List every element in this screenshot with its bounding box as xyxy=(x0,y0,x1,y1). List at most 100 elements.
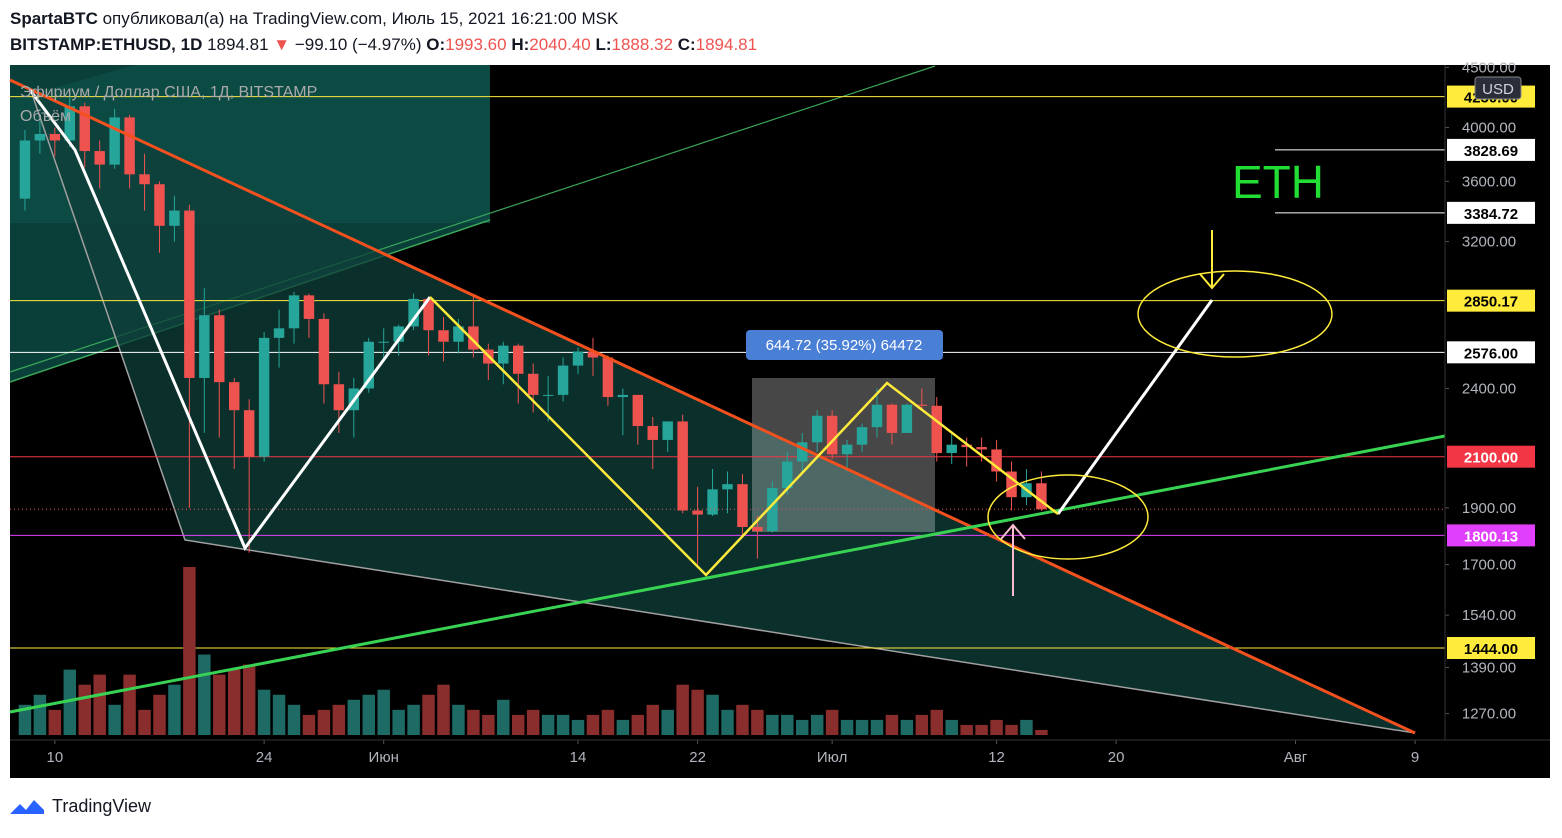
volume-bar xyxy=(497,699,510,735)
brand-logo xyxy=(10,800,44,814)
volume-bar xyxy=(691,689,704,735)
candle-body xyxy=(991,449,1002,472)
candle-body xyxy=(871,404,883,428)
candle-body xyxy=(109,117,120,165)
candle-body xyxy=(468,326,479,350)
published: опубликовал(а) на TradingView.com, Июль … xyxy=(103,9,619,28)
candle-body xyxy=(124,117,135,175)
volume-bar xyxy=(422,694,435,735)
volume-bar xyxy=(975,724,988,735)
y-tick-label: 2400.00 xyxy=(1462,380,1516,397)
currency: USD xyxy=(1482,81,1514,98)
level-label-bg xyxy=(1447,524,1535,547)
candle-body xyxy=(572,351,584,366)
volume-bar xyxy=(885,714,899,735)
volume-bar xyxy=(960,724,973,735)
volume-bar xyxy=(616,719,630,735)
l-label: L: xyxy=(595,35,611,54)
volume-bar xyxy=(48,709,62,735)
l: 1888.32 xyxy=(612,35,673,54)
candle-body xyxy=(647,426,658,440)
volume-bar xyxy=(407,704,420,735)
candle-body xyxy=(288,295,300,329)
x-tick-label: 24 xyxy=(256,749,273,766)
volume-bar xyxy=(482,714,495,735)
volume-bar xyxy=(467,709,480,735)
level-label: 1444.00 xyxy=(1464,641,1518,658)
candle-body xyxy=(797,442,808,462)
currency-bg xyxy=(1474,76,1522,100)
candle-body xyxy=(707,489,718,515)
symbol: BITSTAMP:ETHUSD, 1D xyxy=(10,35,202,54)
level-label-bg xyxy=(1447,138,1535,161)
volume-bar xyxy=(631,714,645,735)
y-tick-label: 3600.00 xyxy=(1462,173,1516,190)
candle-body xyxy=(378,341,389,343)
x-tick-label: 9 xyxy=(1411,749,1419,766)
support-ellipse xyxy=(987,474,1149,560)
candle-body xyxy=(527,373,539,395)
volume-bar xyxy=(706,694,719,735)
volume-bar xyxy=(601,709,615,735)
price: 1894.81 xyxy=(207,35,268,54)
level-label: 3384.72 xyxy=(1464,206,1518,223)
volume-bar xyxy=(108,704,121,735)
x-tick-label: 22 xyxy=(689,749,706,766)
candle-body xyxy=(228,382,240,411)
o-label: O: xyxy=(426,35,445,54)
volume-bar xyxy=(900,719,914,735)
volume-bar xyxy=(676,684,689,735)
candle-body xyxy=(393,326,404,342)
volume-bar xyxy=(796,719,809,735)
candle-body xyxy=(722,484,733,490)
volume-bar xyxy=(302,714,316,735)
candle-body xyxy=(737,484,748,527)
arrow: ▼ xyxy=(273,35,290,54)
h: 2040.40 xyxy=(529,35,590,54)
candle-body xyxy=(767,488,778,532)
volume-bar xyxy=(362,694,375,735)
candle-body xyxy=(542,394,554,396)
candle-body xyxy=(79,106,90,152)
x-tick-label: 14 xyxy=(570,749,587,766)
candle-body xyxy=(886,404,898,433)
volume-bar xyxy=(736,704,749,735)
volume-bar xyxy=(541,714,555,735)
level-label-bg xyxy=(1447,341,1535,364)
legend-title: Эфириум / Доллар США, 1Д, BITSTAMP xyxy=(20,84,317,101)
header-line2: BITSTAMP:ETHUSD, 1D 1894.81 ▼ −99.10 (−4… xyxy=(10,35,757,54)
candle-body xyxy=(169,210,180,226)
volume-bar xyxy=(526,709,540,735)
volume-bar xyxy=(661,709,674,735)
o: 1993.60 xyxy=(445,35,506,54)
y-tick-label: 3200.00 xyxy=(1462,234,1516,251)
candle-body xyxy=(34,133,46,141)
candle-body xyxy=(587,351,599,358)
y-tick-label: 1700.00 xyxy=(1462,557,1516,574)
volume-bar xyxy=(810,714,824,735)
volume-bar xyxy=(1005,724,1018,735)
volume-bar xyxy=(257,689,271,735)
candle-body xyxy=(961,444,972,448)
candle-body xyxy=(901,404,913,433)
wedge-edge xyxy=(29,87,1416,734)
y-tick-label: 4000.00 xyxy=(1462,120,1516,137)
candle-body xyxy=(931,405,943,454)
x-tick-label: Июн xyxy=(369,749,399,766)
volume-bar xyxy=(183,567,196,735)
candle-body xyxy=(856,427,868,445)
measure-label-bg xyxy=(746,330,943,360)
volume-bar xyxy=(855,719,869,735)
candle-body xyxy=(677,421,688,511)
candle-body xyxy=(318,318,330,385)
candle-body xyxy=(139,174,150,185)
y-tick-label: 1270.00 xyxy=(1462,706,1516,723)
change: −99.10 (−4.97%) xyxy=(295,35,422,54)
level-label-bg xyxy=(1447,289,1535,312)
trend-line-green xyxy=(9,434,1446,714)
candle-body xyxy=(1036,483,1047,510)
volume-bar xyxy=(556,714,570,735)
measure-label: 644.72 (35.92%) 64472 xyxy=(766,337,923,354)
level-label-bg xyxy=(1447,636,1535,659)
candle-body xyxy=(154,184,165,226)
